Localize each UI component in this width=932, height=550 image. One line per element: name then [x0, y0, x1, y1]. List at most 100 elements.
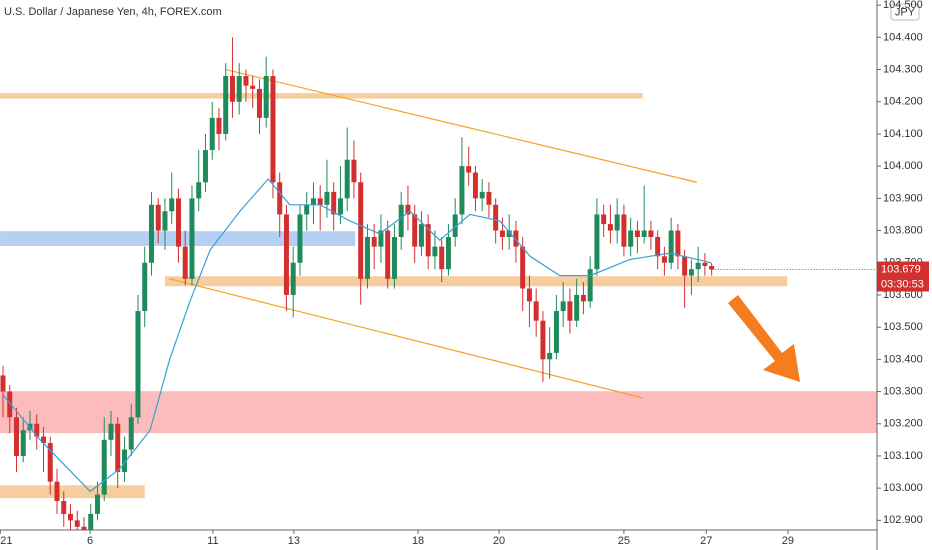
candle-body: [175, 198, 181, 247]
candle-body: [202, 150, 208, 183]
zone: [0, 485, 145, 499]
candle-body: [304, 204, 310, 215]
y-tick-label: 103.500: [883, 321, 923, 333]
x-tick-label: 2021: [0, 535, 13, 547]
candle-body: [182, 246, 188, 279]
arrow: [728, 295, 800, 382]
candle-body: [162, 211, 168, 231]
candle-body: [88, 513, 94, 530]
candle-body: [553, 311, 559, 353]
candle-body: [391, 236, 397, 279]
candle-body: [526, 288, 532, 302]
candle-body: [256, 88, 262, 118]
y-tick-label: 103.600: [883, 289, 923, 301]
candle-body: [398, 204, 404, 237]
candle-body: [67, 513, 73, 521]
y-tick-label: 103.000: [883, 482, 923, 494]
candle-body: [358, 182, 364, 279]
candle-body: [337, 198, 343, 215]
x-tick-label: 6: [87, 535, 93, 547]
candle-body: [668, 230, 674, 263]
candle-body: [101, 439, 107, 495]
candle-body: [47, 443, 53, 482]
x-tick-label: 25: [618, 535, 630, 547]
candle-body: [385, 230, 391, 279]
candle-body: [614, 214, 620, 231]
candle-body: [432, 246, 438, 257]
trendline: [169, 278, 643, 399]
candle-body: [297, 214, 303, 263]
candle-body: [547, 352, 553, 360]
candle-body: [40, 436, 46, 444]
candle-body: [472, 172, 478, 199]
candle-body: [34, 423, 40, 437]
y-tick-label: 103.300: [883, 385, 923, 397]
candle-body: [425, 224, 431, 257]
y-tick-label: 104.200: [883, 96, 923, 108]
plot-area: [0, 37, 877, 530]
candle-body: [115, 423, 121, 473]
zone: [0, 391, 877, 434]
candle-body: [94, 494, 100, 514]
candle-body: [20, 430, 26, 456]
x-tick-label: 27: [700, 535, 712, 547]
candle-body: [142, 262, 148, 312]
candle-body: [108, 423, 114, 440]
candle-body: [223, 75, 229, 134]
candle-body: [216, 117, 222, 134]
candle-body: [587, 269, 593, 302]
zone: [164, 276, 788, 287]
candle-body: [317, 198, 323, 205]
candle-body: [574, 294, 580, 321]
candle-body: [270, 75, 276, 183]
candle-body: [250, 85, 256, 89]
candle-body: [13, 417, 19, 456]
candle-body: [560, 301, 566, 312]
moving-average: [2, 178, 712, 493]
countdown: 03:30:53: [881, 278, 924, 290]
candle-body: [641, 230, 647, 237]
y-tick-label: 104.400: [883, 31, 923, 43]
candle-body: [513, 230, 519, 247]
candle-body: [648, 230, 654, 237]
x-tick-label: 13: [288, 535, 300, 547]
candle-body: [54, 481, 60, 502]
candle-body: [520, 246, 526, 289]
x-tick-label: 11: [207, 535, 218, 547]
candle-body: [452, 214, 458, 237]
candle-body: [486, 191, 492, 205]
chart-title: U.S. Dollar / Japanese Yen, 4h, FOREX.co…: [4, 6, 222, 18]
candle-body: [688, 269, 694, 276]
candle-body: [533, 301, 539, 321]
x-tick-label: 29: [782, 535, 794, 547]
candle-body: [567, 301, 573, 321]
candle-body: [229, 75, 235, 102]
y-tick-label: 104.100: [883, 128, 923, 140]
candle-body: [344, 159, 350, 199]
candle-body: [371, 236, 377, 247]
candle-body: [290, 262, 296, 295]
candle-body: [351, 159, 357, 183]
candle-body: [277, 182, 283, 215]
candle-body: [310, 198, 316, 205]
y-tick-label: 104.300: [883, 63, 923, 75]
y-tick-label: 103.400: [883, 353, 923, 365]
last-price-tag: [877, 261, 929, 277]
candle-body: [540, 320, 546, 360]
candle-body: [634, 230, 640, 237]
candle-body: [135, 311, 141, 418]
candle-body: [466, 166, 472, 173]
candle-body: [439, 246, 445, 270]
y-tick-label: 103.200: [883, 418, 923, 430]
candle-body: [196, 182, 202, 199]
candle-body: [695, 262, 701, 270]
candle-body: [709, 265, 715, 270]
candle-body: [243, 75, 249, 86]
candle-body: [121, 449, 127, 473]
candle-body: [155, 204, 161, 231]
last-price: 103.679: [881, 263, 921, 275]
candle-body: [148, 204, 154, 263]
candle-body: [405, 204, 411, 215]
